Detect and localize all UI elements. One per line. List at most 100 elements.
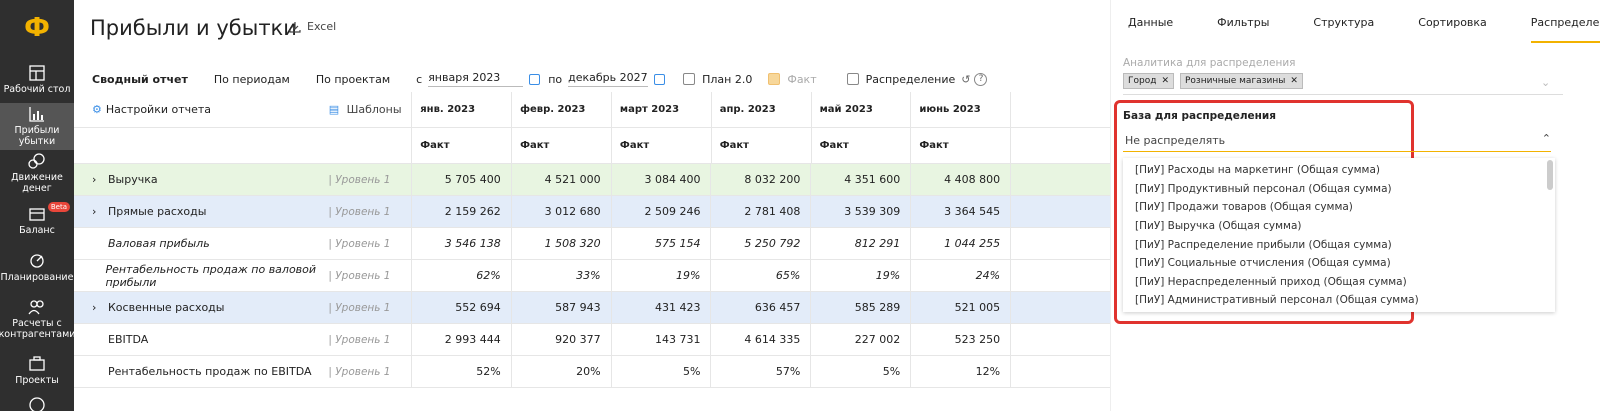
dropdown-option[interactable]: [ПиУ] Продажи товаров (Общая сумма)	[1135, 201, 1353, 214]
plan-checkbox[interactable]	[683, 73, 696, 85]
sidebar-item-contractors[interactable]: Расчеты с контрагентами	[0, 291, 76, 347]
value-cell: 636 457	[710, 292, 810, 323]
chevron-right-icon[interactable]: ›	[92, 205, 97, 218]
sidebar-item-label: Движение денег	[11, 172, 63, 194]
tab-structure[interactable]: Структура	[1313, 15, 1375, 29]
fact-header: Факт	[411, 128, 511, 163]
date-from[interactable]: с января 2023	[416, 71, 541, 87]
base-select[interactable]: Не распределять ⌃	[1123, 130, 1551, 152]
value-cell: 3 546 138	[410, 228, 511, 259]
table-row[interactable]: Рентабельность продаж по EBITDA | Уровень…	[74, 356, 1110, 388]
panel-tabs: Данные Фильтры Структура Сортировка Расп…	[1111, 0, 1600, 44]
table-row[interactable]: › Выручка | Уровень 1 5 705 400 4 521 000 3 0…	[74, 164, 1110, 196]
row-name: EBITDA	[74, 333, 328, 346]
dropdown-option[interactable]: [ПиУ] Расходы на маркетинг (Общая сумма)	[1135, 164, 1381, 177]
chip-retail[interactable]: Розничные магазины ✕	[1179, 73, 1303, 89]
value-cell: 5 705 400	[410, 164, 511, 195]
value-cell: 227 002	[810, 324, 910, 355]
table-row[interactable]: › Косвенные расходы | Уровень 1 552 694 587 …	[74, 292, 1110, 324]
table-row[interactable]: EBITDA | Уровень 1 2 993 444 920 377 143 731…	[74, 324, 1110, 356]
report-settings-button[interactable]: ⚙ Настройки отчета	[74, 103, 329, 116]
table-row[interactable]: › Прямые расходы | Уровень 1 2 159 262 3 012…	[74, 196, 1110, 228]
scrollbar[interactable]	[1547, 160, 1553, 190]
table-row[interactable]: Рентабельность продаж по валовой прибыли…	[74, 260, 1110, 292]
value-cell: 4 521 000	[510, 164, 611, 195]
value-cell-partial	[1010, 228, 1110, 259]
date-from-label: с	[416, 72, 423, 86]
tab-projects[interactable]: По проектам	[315, 72, 391, 86]
fact-label: Факт	[787, 72, 817, 86]
value-cell: 2 781 408	[710, 196, 810, 227]
value-cell: 5 250 792	[710, 228, 810, 259]
sidebar-item-label: Расчеты с контрагентами	[0, 317, 76, 340]
table-header-sub: Факт Факт Факт Факт Факт Факт	[74, 128, 1110, 164]
excel-export-button[interactable]: Excel	[289, 20, 336, 33]
templates-button[interactable]: ▤ Шаблоны	[329, 103, 412, 116]
tab-filters[interactable]: Фильтры	[1217, 15, 1270, 29]
dropdown-option[interactable]: [ПиУ] Выручка (Общая сумма)	[1135, 220, 1302, 233]
tab-periods[interactable]: По периодам	[213, 72, 290, 86]
date-from-value[interactable]: января 2023	[428, 71, 524, 87]
tab-data[interactable]: Данные	[1128, 15, 1174, 29]
calendar-icon[interactable]	[529, 73, 541, 85]
chevron-right-icon[interactable]: ›	[92, 173, 97, 186]
close-icon[interactable]: ✕	[1161, 76, 1169, 86]
row-level: | Уровень 1	[328, 237, 391, 250]
tab-summary[interactable]: Сводный отчет	[92, 72, 188, 86]
sidebar-item-label: Проекты	[15, 374, 59, 386]
value-cell: 1 508 320	[510, 228, 611, 259]
chevron-right-icon[interactable]: ›	[92, 301, 97, 314]
template-icon: ▤	[328, 103, 340, 116]
month-header: март 2023	[610, 92, 711, 127]
analytics-chips[interactable]: Город ✕ Розничные магазины ✕	[1123, 73, 1303, 89]
value-cell: 3 364 545	[910, 196, 1010, 227]
distribution-checkbox[interactable]	[846, 73, 859, 85]
value-cell-partial	[1010, 260, 1110, 291]
sidebar-item-label: Планирование	[0, 271, 74, 283]
sidebar-item-label: Баланс	[19, 224, 55, 236]
dropdown-option[interactable]: [ПиУ] Нераспределенный приход (Общая сум…	[1135, 275, 1407, 288]
help-icon[interactable]: ?	[974, 72, 988, 86]
logo[interactable]: Ф	[0, 0, 74, 56]
fact-checkbox[interactable]	[768, 73, 781, 85]
value-cell-partial	[1010, 292, 1110, 323]
date-to[interactable]: по декабрь 2027	[548, 71, 666, 87]
fact-toggle[interactable]: Факт	[768, 72, 817, 86]
sidebar-item-planning[interactable]: Планирование	[0, 244, 74, 291]
value-cell: 19%	[610, 260, 711, 291]
value-cell: 1 044 255	[910, 228, 1010, 259]
table-row[interactable]: Валовая прибыль | Уровень 1 3 546 138 1 508…	[74, 228, 1110, 260]
month-header: июнь 2023	[910, 92, 1010, 127]
value-cell: 4 351 600	[810, 164, 910, 195]
dropdown-option[interactable]: [ПиУ] Распределение прибыли (Общая сумма…	[1135, 238, 1392, 251]
value-cell: 3 539 309	[810, 196, 910, 227]
dropdown-option[interactable]: [ПиУ] Продуктивный персонал (Общая сумма…	[1135, 182, 1392, 195]
plan-toggle[interactable]: План 2.0	[683, 73, 752, 86]
value-cell: 2 159 262	[410, 196, 511, 227]
row-label: EBITDA	[108, 333, 149, 346]
chip-city[interactable]: Город ✕	[1123, 73, 1174, 89]
sidebar-item-dashboard[interactable]: Рабочий стол	[0, 56, 74, 103]
chevron-down-icon[interactable]: ⌄	[1541, 76, 1551, 89]
date-to-value[interactable]: декабрь 2027	[568, 71, 649, 87]
value-cell: 812 291	[810, 228, 910, 259]
sidebar-item-cashflow[interactable]: Движение денег	[0, 150, 74, 197]
tab-distribution[interactable]: Распределение	[1530, 2, 1600, 43]
dropdown-option[interactable]: [ПиУ] Административный персонал (Общая с…	[1135, 294, 1419, 307]
reset-icon[interactable]: ↺	[961, 72, 971, 86]
fact-header: Факт	[511, 128, 611, 163]
sidebar-item-projects[interactable]: Проекты	[0, 347, 74, 394]
dropdown-option[interactable]: [ПиУ] Социальные отчисления (Общая сумма…	[1135, 257, 1391, 270]
close-icon[interactable]: ✕	[1290, 76, 1298, 86]
tab-sorting[interactable]: Сортировка	[1418, 15, 1487, 29]
chevron-up-icon[interactable]: ⌃	[1541, 132, 1551, 145]
value-cell: 24%	[910, 260, 1010, 291]
sidebar-item-balance[interactable]: Beta Баланс	[0, 197, 74, 244]
money-flow-icon	[28, 153, 45, 169]
sidebar-item-profit-loss[interactable]: Прибыли убытки	[0, 103, 74, 150]
calendar-icon[interactable]	[654, 73, 666, 85]
value-cell: 585 289	[810, 292, 910, 323]
chip-label: Город	[1128, 76, 1157, 86]
sidebar-item-more[interactable]	[0, 394, 74, 411]
distribution-toggle[interactable]: Распределение ↺ ?	[846, 72, 988, 86]
